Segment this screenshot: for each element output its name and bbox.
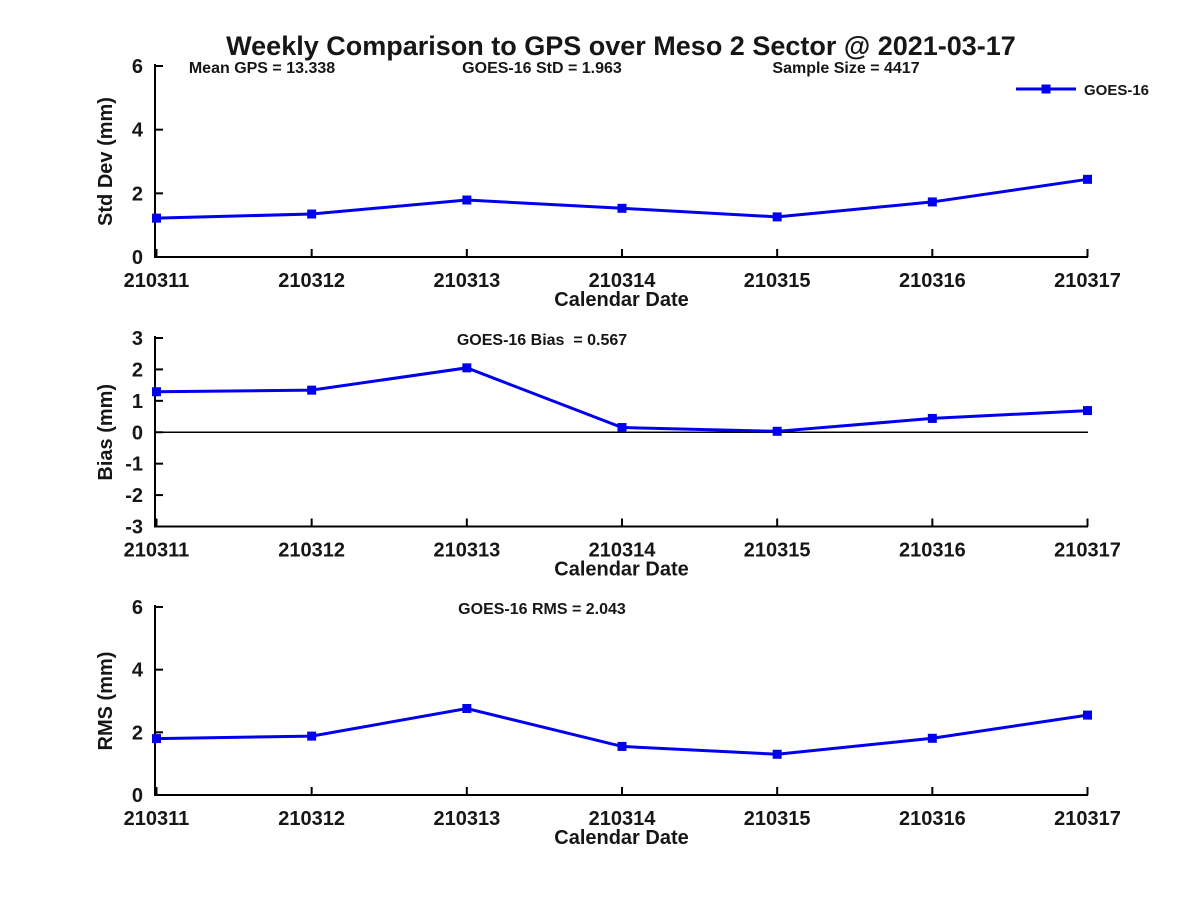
goes-16-data-point-marker bbox=[927, 413, 937, 423]
goes-16-data-point-marker bbox=[617, 741, 627, 751]
x-tick-label: 210313 bbox=[433, 270, 500, 292]
y-tick-label: -2 bbox=[125, 485, 143, 507]
x-tick-label: 210315 bbox=[744, 270, 811, 292]
x-tick-label: 210311 bbox=[124, 270, 190, 292]
y-tick-label: 0 bbox=[132, 785, 143, 807]
goes-16-data-point-marker bbox=[152, 213, 161, 223]
goes-16-data-point-marker bbox=[307, 385, 317, 395]
x-tick-label: 210316 bbox=[899, 540, 966, 562]
x-axis-label: Calendar Date bbox=[554, 289, 689, 311]
x-axis-label: Calendar Date bbox=[554, 827, 689, 849]
x-tick-label: 210317 bbox=[1054, 540, 1121, 562]
x-tick-label: 210313 bbox=[433, 540, 500, 562]
subplot-annotation: GOES-16 RMS = 2.043 bbox=[458, 601, 626, 618]
y-tick-label: 2 bbox=[132, 359, 143, 381]
goes-16-data-point-marker bbox=[927, 197, 937, 207]
goes-16-data-point-marker bbox=[152, 387, 161, 397]
y-axis-label: Std Dev (mm) bbox=[95, 97, 117, 226]
y-axis-label: RMS (mm) bbox=[95, 652, 117, 751]
subplots-container: 0 2 4 6 210311 210312 210313 210314 210315 210316… bbox=[95, 56, 1121, 849]
y-tick-label: 3 bbox=[132, 328, 143, 350]
x-tick-label: 210314 bbox=[589, 270, 657, 292]
goes-16-data-point-marker bbox=[462, 195, 472, 205]
x-tick-label: 210317 bbox=[1054, 808, 1121, 830]
subplot-annotation: GOES-16 Bias = 0.567 bbox=[457, 332, 627, 349]
subplot-annotation: GOES-16 StD = 1.963 bbox=[462, 60, 622, 77]
goes-16-data-point-marker bbox=[152, 734, 161, 744]
x-tick-label: 210312 bbox=[278, 540, 345, 562]
y-tick-label: 4 bbox=[132, 120, 144, 142]
subplot-bias: -3 -2 -1 0 1 2 3 210311 210312 210313 210314 210315… bbox=[95, 328, 1121, 581]
y-tick-label: 0 bbox=[132, 247, 143, 269]
goes-16-data-point-marker bbox=[772, 212, 782, 222]
goes-16-data-point-marker bbox=[617, 203, 627, 213]
y-tick-label: -1 bbox=[125, 454, 143, 476]
y-axis-label: Bias (mm) bbox=[95, 384, 117, 481]
goes-16-data-point-marker bbox=[617, 423, 627, 433]
x-tick-label: 210313 bbox=[433, 808, 500, 830]
subplot-annotation: Mean GPS = 13.338 bbox=[189, 60, 335, 77]
goes-16-data-point-marker bbox=[1083, 710, 1092, 720]
x-tick-label: 210317 bbox=[1054, 270, 1121, 292]
legend: GOES-16 bbox=[1016, 82, 1149, 99]
goes-16-data-point-marker bbox=[927, 733, 937, 743]
y-tick-label: 1 bbox=[132, 391, 143, 413]
x-tick-label: 210314 bbox=[589, 808, 657, 830]
goes-16-data-point-marker bbox=[462, 704, 472, 714]
y-tick-label: 6 bbox=[132, 56, 143, 78]
goes-16-data-point-marker bbox=[307, 209, 317, 219]
y-tick-label: 4 bbox=[132, 660, 144, 682]
y-tick-label: 2 bbox=[132, 722, 143, 744]
x-tick-label: 210315 bbox=[744, 808, 811, 830]
x-tick-label: 210311 bbox=[124, 808, 190, 830]
goes-16-data-point-marker bbox=[1083, 174, 1092, 184]
goes-16-data-point-marker bbox=[462, 363, 472, 373]
chart-title: Weekly Comparison to GPS over Meso 2 Sec… bbox=[226, 31, 1016, 61]
x-tick-label: 210315 bbox=[744, 540, 811, 562]
goes-16-data-point-marker bbox=[772, 426, 782, 436]
y-tick-label: -3 bbox=[125, 517, 143, 539]
subplot-rms: 0 2 4 6 210311 210312 210313 210314 210315 210316… bbox=[95, 597, 1121, 849]
x-tick-label: 210316 bbox=[899, 808, 966, 830]
goes-16-data-point-marker bbox=[307, 731, 317, 741]
x-tick-label: 210312 bbox=[278, 270, 345, 292]
legend-marker-sample bbox=[1041, 84, 1051, 94]
x-tick-label: 210316 bbox=[899, 270, 966, 292]
x-tick-label: 210314 bbox=[589, 540, 657, 562]
y-tick-label: 0 bbox=[132, 422, 143, 444]
y-tick-label: 2 bbox=[132, 183, 143, 205]
goes-16-data-point-marker bbox=[772, 749, 782, 759]
goes-16-data-point-marker bbox=[1083, 406, 1092, 416]
y-tick-label: 6 bbox=[132, 597, 143, 619]
subplot-annotation: Sample Size = 4417 bbox=[772, 60, 919, 77]
legend-label: GOES-16 bbox=[1084, 82, 1149, 99]
x-tick-label: 210312 bbox=[278, 808, 345, 830]
x-axis-label: Calendar Date bbox=[554, 559, 689, 581]
subplot-std-dev: 0 2 4 6 210311 210312 210313 210314 210315 210316… bbox=[95, 56, 1121, 311]
x-tick-label: 210311 bbox=[124, 540, 190, 562]
